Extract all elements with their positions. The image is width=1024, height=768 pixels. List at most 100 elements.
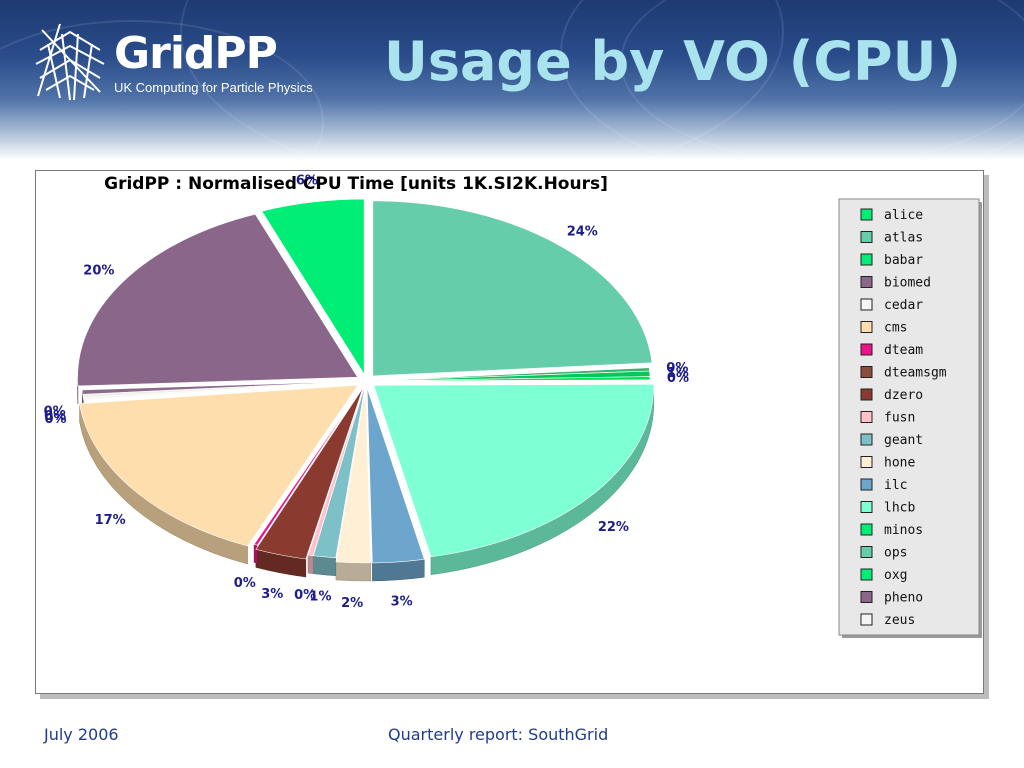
slice-dteam [253, 383, 365, 546]
legend-label-alice: alice [884, 208, 923, 223]
slice-label-pheno: 0% [44, 404, 66, 419]
legend-item-pheno: pheno [860, 591, 923, 606]
legend-item-alice: alice [860, 208, 923, 223]
legend-swatch-dteam [860, 343, 873, 356]
slice-label-dteam: 0% [234, 576, 256, 591]
legend-item-babar: babar [860, 253, 923, 268]
legend-label-geant: geant [884, 433, 923, 448]
slice-label-alice: 6% [296, 174, 318, 189]
legend-item-atlas: atlas [860, 231, 923, 246]
legend-swatch-cms [860, 321, 873, 333]
legend: alice atlas babar biomed cedar cms dteam dteams… [838, 198, 982, 638]
legend-swatch-alice [860, 208, 873, 221]
legend-label-lhcb: lhcb [884, 501, 915, 516]
slice-side-hone [335, 561, 372, 582]
legend-item-cms: cms [860, 321, 907, 336]
slice-cms [79, 384, 359, 547]
pie-labels: 24%0%1%0%22%3%2%1%0%3%0%17%0%0%0%20%6% [44, 174, 689, 611]
slice-label-ops: 0% [666, 361, 688, 376]
legend-label-babar: babar [884, 253, 923, 268]
logo-name: GridPP [114, 28, 278, 79]
legend-swatch-zeus [860, 613, 873, 626]
slice-side-geant [313, 555, 337, 577]
legend-swatch-ops [860, 546, 873, 558]
slice-label-oxg: 0% [667, 371, 689, 386]
legend-item-minos: minos [860, 523, 923, 538]
slice-label-fusn: 0% [294, 588, 316, 603]
cpu-pie-chart: GridPP : Normalised CPU Time [units 1K.S… [44, 174, 982, 638]
legend-label-ilc: ilc [884, 478, 907, 493]
legend-item-dzero: dzero [860, 388, 923, 403]
header-banner: GridPP UK Computing for Particle Physics… [0, 0, 1024, 160]
legend-label-dzero: dzero [884, 388, 923, 403]
legend-item-lhcb: lhcb [860, 501, 915, 516]
legend-label-dteamsgm: dteamsgm [884, 366, 947, 381]
legend-label-dteam: dteam [884, 343, 923, 358]
slice-alice [261, 198, 365, 376]
slice-label-atlas: 24% [567, 224, 598, 239]
legend-swatch-biomed [860, 276, 873, 288]
chart-title: GridPP : Normalised CPU Time [units 1K.S… [104, 174, 608, 194]
legend-item-cedar: cedar [860, 298, 923, 313]
slice-label-hone: 2% [341, 596, 363, 611]
chart-frame: GridPP : Normalised CPU Time [units 1K.S… [35, 170, 984, 694]
legend-label-pheno: pheno [884, 591, 923, 606]
legend-item-fusn: fusn [860, 411, 915, 426]
slice-biomed [77, 213, 359, 387]
pie-tops [77, 198, 655, 564]
legend-label-fusn: fusn [884, 411, 915, 426]
legend-label-ops: ops [884, 546, 907, 561]
legend-label-cedar: cedar [884, 298, 923, 313]
legend-swatch-atlas [860, 231, 873, 243]
slice-oxg [369, 376, 651, 382]
legend-swatch-lhcb [860, 501, 873, 513]
legend-swatch-dzero [860, 388, 873, 401]
slice-side-fusn [307, 554, 314, 574]
legend-label-cms: cms [884, 321, 907, 336]
legend-item-ops: ops [860, 546, 907, 561]
slice-label-biomed: 20% [83, 263, 114, 278]
legend-item-zeus: zeus [860, 613, 915, 628]
slice-label-ilc: 3% [391, 595, 413, 610]
legend-swatch-babar [860, 253, 873, 266]
slice-ilc [366, 387, 425, 564]
legend-label-oxg: oxg [884, 568, 907, 583]
legend-item-ilc: ilc [860, 478, 907, 493]
slice-label-geant: 1% [309, 590, 331, 605]
slice-label-cms: 17% [95, 513, 126, 528]
legend-item-hone: hone [860, 456, 915, 471]
legend-label-atlas: atlas [884, 231, 923, 246]
legend-swatch-oxg [860, 568, 873, 581]
legend-item-dteam: dteam [860, 343, 923, 358]
legend-label-hone: hone [884, 456, 915, 471]
slice-fusn [307, 383, 366, 557]
slice-label-minos: 1% [667, 366, 689, 381]
footer-date: July 2006 [44, 725, 119, 744]
legend-swatch-minos [860, 523, 873, 536]
slice-label-zeus: 0% [45, 412, 67, 427]
slice-label-dzero: 3% [261, 587, 283, 602]
legend-swatch-ilc [860, 478, 873, 491]
slice-atlas [372, 200, 653, 377]
legend-swatch-hone [860, 456, 873, 468]
legend-swatch-fusn [860, 411, 873, 423]
slice-lhcb [373, 384, 655, 558]
legend-item-oxg: oxg [860, 568, 907, 583]
legend-item-geant: geant [860, 433, 923, 448]
legend-label-zeus: zeus [884, 613, 915, 628]
legend-swatch-pheno [860, 591, 873, 603]
legend-label-minos: minos [884, 523, 923, 538]
logo-subtitle: UK Computing for Particle Physics [114, 80, 313, 95]
legend-item-dteamsgm: dteamsgm [860, 366, 947, 381]
footer-report: Quarterly report: SouthGrid [388, 725, 609, 744]
slice-hone [335, 387, 372, 564]
legend-swatch-dteamsgm [860, 366, 873, 378]
slice-label-cedar: 0% [44, 409, 66, 424]
legend-swatch-cedar [860, 298, 873, 311]
legend-label-biomed: biomed [884, 276, 931, 291]
legend-item-biomed: biomed [860, 276, 931, 291]
legend-swatch-geant [860, 433, 873, 446]
slide-title: Usage by VO (CPU) [384, 30, 962, 93]
slice-dzero [255, 387, 364, 560]
slice-label-lhcb: 22% [598, 520, 629, 535]
